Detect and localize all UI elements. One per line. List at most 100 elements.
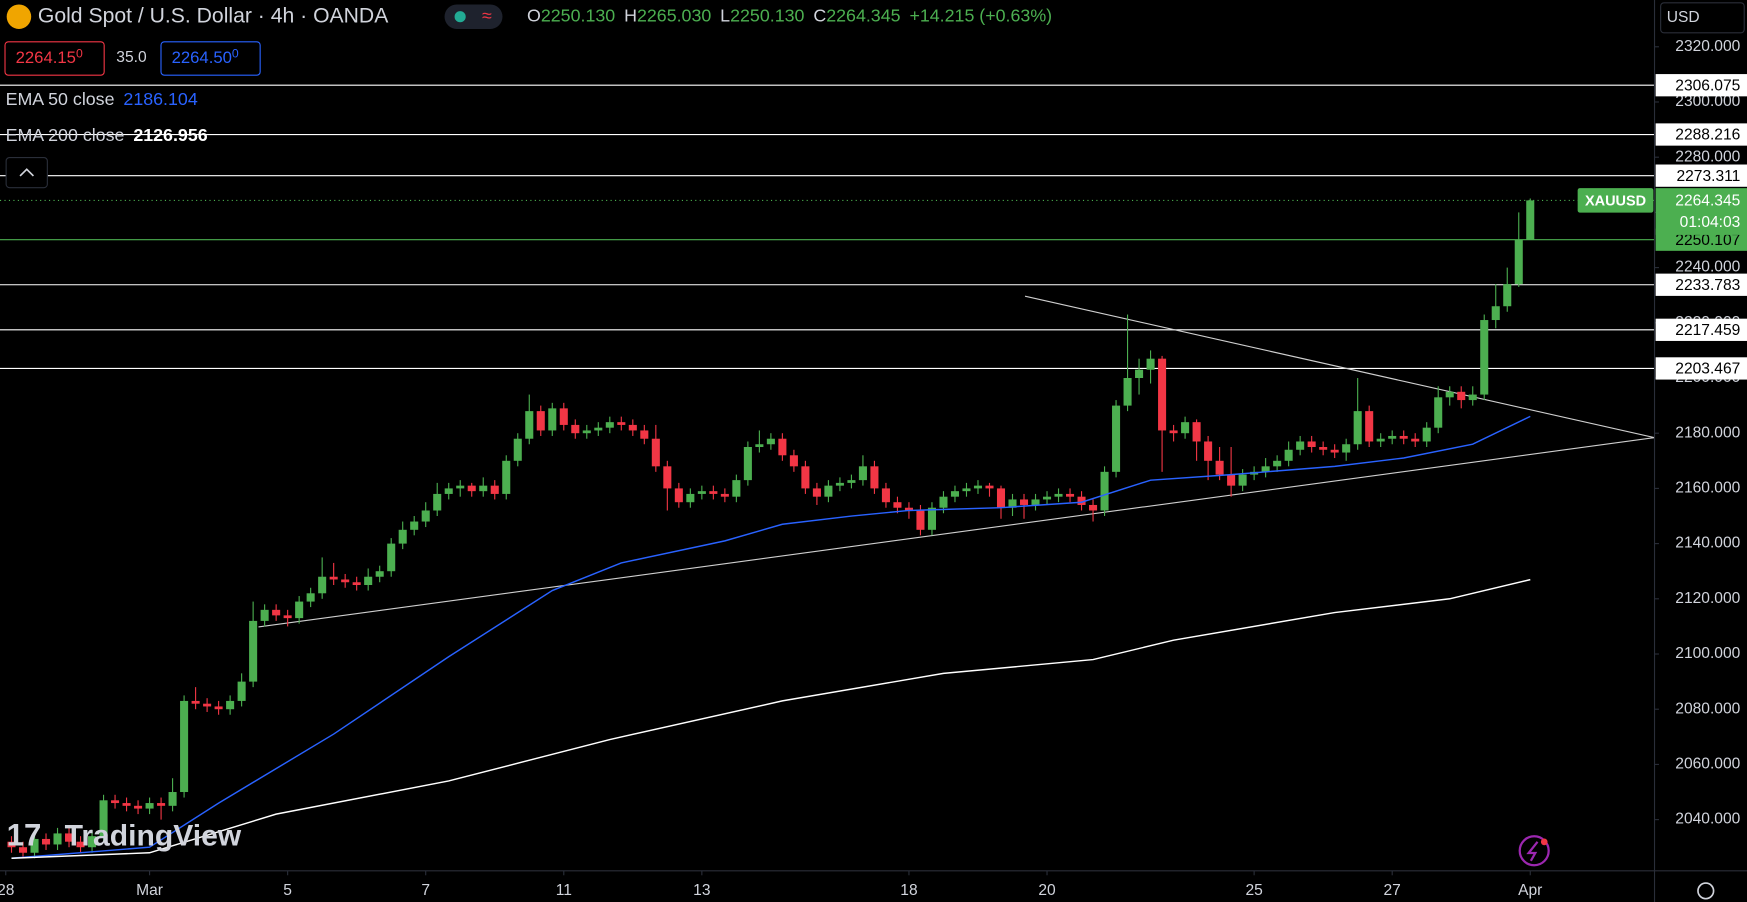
ohlc-key: H	[624, 5, 637, 25]
candle-body	[1273, 460, 1282, 467]
candle-body	[1204, 441, 1213, 461]
candle-body	[1146, 358, 1155, 370]
x-tick-label: 7	[421, 882, 430, 899]
y-tick-label: 2320.000	[1675, 38, 1740, 55]
ohlc-key: C	[813, 5, 826, 25]
candle-body	[122, 803, 131, 806]
level-label: 2288.216	[1675, 127, 1740, 144]
candle-body	[1514, 239, 1523, 285]
candle-body	[111, 800, 120, 804]
x-tick-label: 25	[1245, 882, 1263, 899]
collapse-button[interactable]	[5, 157, 48, 189]
candle-body	[789, 455, 798, 467]
candle-body	[1169, 430, 1178, 434]
candle-body	[571, 424, 580, 434]
candle-body	[1503, 284, 1512, 307]
candle-body	[88, 836, 97, 848]
level-label: 2273.311	[1676, 168, 1740, 185]
candle-body	[594, 427, 603, 431]
y-tick-label: 2060.000	[1675, 756, 1740, 773]
candle-body	[1526, 200, 1535, 240]
candle-body	[1296, 441, 1305, 450]
y-tick-label: 2100.000	[1675, 645, 1740, 662]
candle-body	[444, 488, 453, 494]
candle-body	[145, 803, 154, 809]
candle-body	[962, 488, 971, 492]
candle-body	[433, 493, 442, 511]
x-tick-label: 28	[0, 882, 14, 899]
level-label: 2250.107	[1675, 232, 1740, 249]
status-icon: ≈	[482, 5, 492, 25]
y-tick-label: 2240.000	[1675, 259, 1740, 276]
candle-body	[1468, 394, 1477, 401]
candle-body	[398, 529, 407, 544]
candle-body	[99, 800, 108, 837]
candle-body	[1261, 466, 1270, 472]
candle-body	[916, 510, 925, 530]
y-tick-label: 2300.000	[1675, 93, 1740, 110]
candle-body	[1192, 422, 1201, 442]
buy-button[interactable]	[160, 41, 261, 76]
candle-body	[341, 579, 350, 583]
candle-body	[1307, 441, 1316, 448]
candle-body	[1181, 422, 1190, 434]
candle-body	[732, 480, 741, 497]
status-badge[interactable]	[444, 4, 503, 29]
symbol-tag	[1577, 188, 1654, 213]
candle-body	[1215, 460, 1224, 475]
candle-body	[778, 438, 787, 456]
candle-body	[479, 485, 488, 492]
candle-body	[134, 805, 143, 809]
symbol-title[interactable]: Gold Spot / U.S. Dollar · 4h · OANDA	[38, 4, 389, 27]
watermark[interactable]: TradingView	[65, 819, 242, 852]
y-tick-label: 2080.000	[1675, 700, 1740, 717]
candle-body	[663, 466, 672, 489]
ema-line	[11, 578, 1531, 859]
x-tick-label: Mar	[136, 882, 163, 899]
level-label: 2217.459	[1675, 322, 1740, 339]
candle-body	[387, 543, 396, 572]
candle-body	[617, 422, 626, 425]
candle-body	[1342, 444, 1351, 453]
logo-mark: 17	[7, 818, 42, 853]
candle-body	[870, 466, 879, 489]
legend-value: 2186.104	[123, 89, 197, 109]
spread: 35.0	[116, 49, 147, 66]
candle-body	[536, 411, 545, 431]
legend-entry[interactable]: EMA 200 close 2126.956	[6, 125, 208, 145]
candle-body	[709, 491, 718, 494]
x-tick-label: 27	[1384, 882, 1401, 899]
symbol-tag-label: XAUUSD	[1585, 193, 1646, 209]
candle-body	[1042, 496, 1052, 500]
candle-body	[375, 571, 384, 577]
candle-body	[1077, 496, 1086, 505]
trend-line	[258, 437, 1655, 628]
bid-main: 2264.15	[16, 48, 76, 67]
candle-body	[927, 507, 936, 530]
settings-icon[interactable]	[1697, 882, 1715, 900]
alert-icon[interactable]	[1518, 835, 1550, 867]
ohlc-value: 2250.130	[541, 5, 615, 25]
level-label-box	[1655, 273, 1747, 296]
market-open-dot	[454, 11, 466, 23]
y-tick-label: 2180.000	[1675, 424, 1740, 441]
sell-button[interactable]	[4, 41, 105, 76]
candle-body	[1123, 377, 1132, 406]
ema-line	[11, 415, 1531, 859]
x-tick-label: Apr	[1518, 882, 1542, 899]
countdown: 01:04:03	[1680, 214, 1741, 231]
candle-body	[939, 496, 948, 508]
candle-body	[881, 488, 890, 503]
legend-name: EMA 200 close	[6, 125, 125, 145]
currency-button[interactable]	[1660, 2, 1745, 34]
candle-body	[467, 485, 476, 492]
candle-body	[582, 430, 591, 434]
candle-body	[847, 480, 856, 483]
candle-body	[985, 485, 994, 489]
candle-body	[548, 408, 557, 431]
candle-body	[1112, 405, 1121, 472]
legend-entry[interactable]: EMA 50 close 2186.104	[6, 89, 198, 109]
candle-body	[1158, 358, 1167, 431]
x-tick-label: 20	[1038, 882, 1056, 899]
